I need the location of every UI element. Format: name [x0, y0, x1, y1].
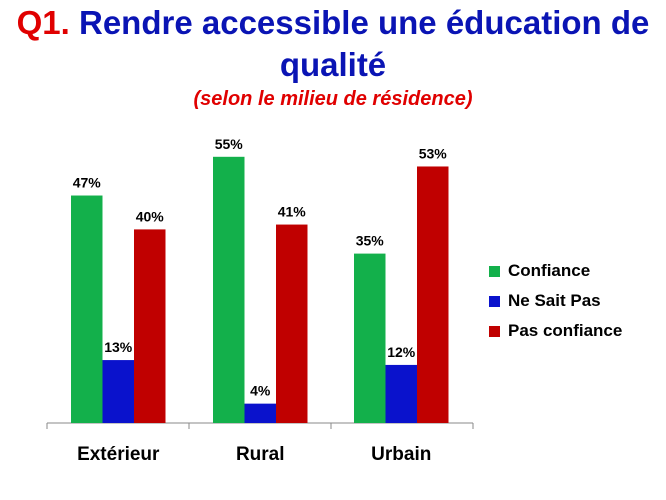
legend-label-pas-confiance: Pas confiance: [508, 321, 623, 340]
legend: Confiance Ne Sait Pas Pas confiance: [489, 256, 622, 346]
legend-swatch-pas-confiance: [489, 325, 500, 337]
x-tick-label-0: Extérieur: [77, 444, 160, 465]
bar-pas-confiance-2: [417, 166, 449, 424]
bar-ne-sait-pas-0: [102, 360, 134, 423]
bar-pas-confiance-0: [134, 229, 166, 423]
chart-title-main: Rendre accessible une éducation de quali…: [69, 4, 650, 83]
bar-ne-sait-pas-1: [244, 403, 276, 423]
data-label-pas-confiance-2: 53%: [419, 145, 448, 161]
x-tick-label-1: Rural: [236, 444, 285, 465]
chart-title: Q1. Rendre accessible une éducation de q…: [0, 2, 666, 86]
legend-swatch-confiance: [489, 265, 500, 277]
data-label-confiance-1: 55%: [215, 136, 244, 152]
legend-item-confiance: Confiance: [489, 256, 622, 286]
legend-item-ne-sait-pas: Ne Sait Pas: [489, 286, 622, 316]
data-label-ne-sait-pas-2: 12%: [387, 344, 416, 360]
chart-subtitle: (selon le milieu de résidence): [193, 88, 473, 110]
legend-label-confiance: Confiance: [508, 261, 591, 280]
x-tick-label-2: Urbain: [371, 444, 431, 465]
bar-pas-confiance-1: [276, 224, 308, 423]
data-label-confiance-0: 47%: [73, 175, 102, 191]
legend-item-pas-confiance: Pas confiance: [489, 316, 622, 346]
data-label-ne-sait-pas-0: 13%: [104, 339, 133, 355]
bar-confiance-2: [354, 253, 386, 423]
data-label-confiance-2: 35%: [356, 233, 385, 249]
legend-swatch-ne-sait-pas: [489, 295, 500, 307]
chart-title-prefix: Q1.: [16, 4, 70, 41]
bar-ne-sait-pas-2: [385, 364, 417, 423]
legend-label-ne-sait-pas: Ne Sait Pas: [508, 291, 601, 310]
data-label-pas-confiance-0: 40%: [136, 208, 165, 224]
data-label-ne-sait-pas-1: 4%: [250, 383, 271, 399]
bar-confiance-0: [71, 195, 103, 423]
bar-confiance-1: [213, 156, 245, 424]
data-label-pas-confiance-1: 41%: [278, 204, 307, 220]
